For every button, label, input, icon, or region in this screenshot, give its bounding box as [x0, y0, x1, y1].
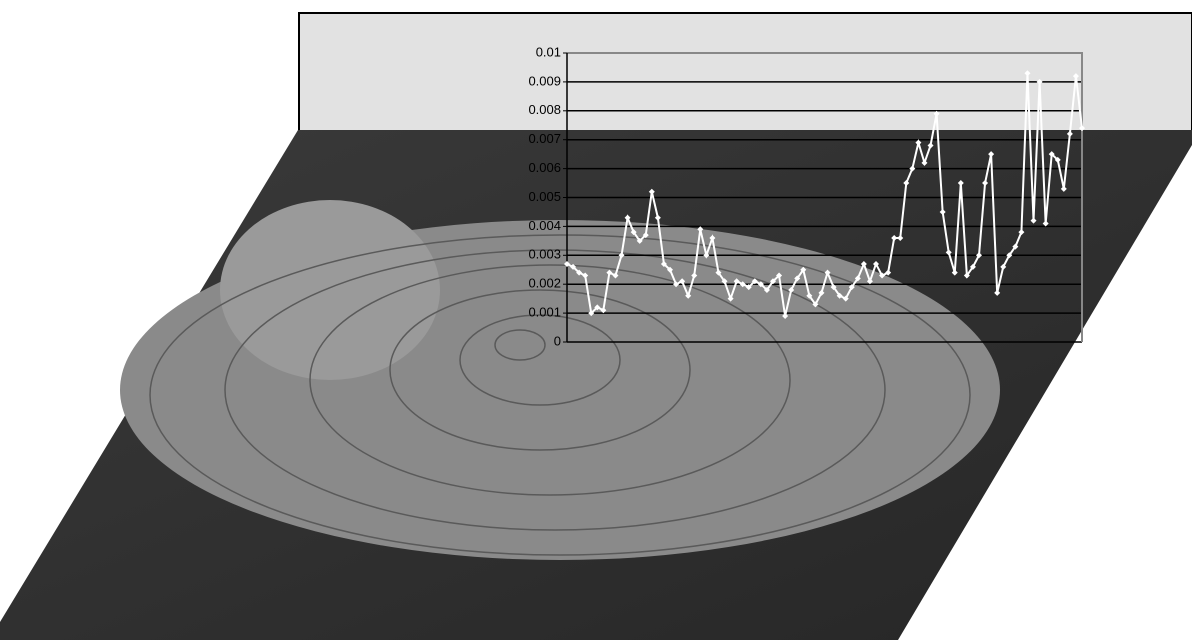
- y-tick-label: 0.001: [528, 305, 561, 320]
- background-photo: [0, 130, 1192, 640]
- y-tick-label: 0.004: [528, 218, 561, 233]
- y-tick-label: 0.009: [528, 73, 561, 88]
- y-tick-label: 0.005: [528, 189, 561, 204]
- y-tick-label: 0.006: [528, 160, 561, 175]
- y-tick-label: 0: [554, 333, 561, 348]
- y-tick-label: 0.008: [528, 102, 561, 117]
- y-tick-label: 0.01: [536, 44, 561, 59]
- y-tick-label: 0.007: [528, 131, 561, 146]
- y-tick-label: 0.003: [528, 247, 561, 262]
- chart: 0 0.001 0.002 0.003 0.004 0.005 0.006 0.007 0.00…: [0, 0, 1192, 640]
- header-panel: [299, 13, 1192, 143]
- y-tick-label: 0.002: [528, 276, 561, 291]
